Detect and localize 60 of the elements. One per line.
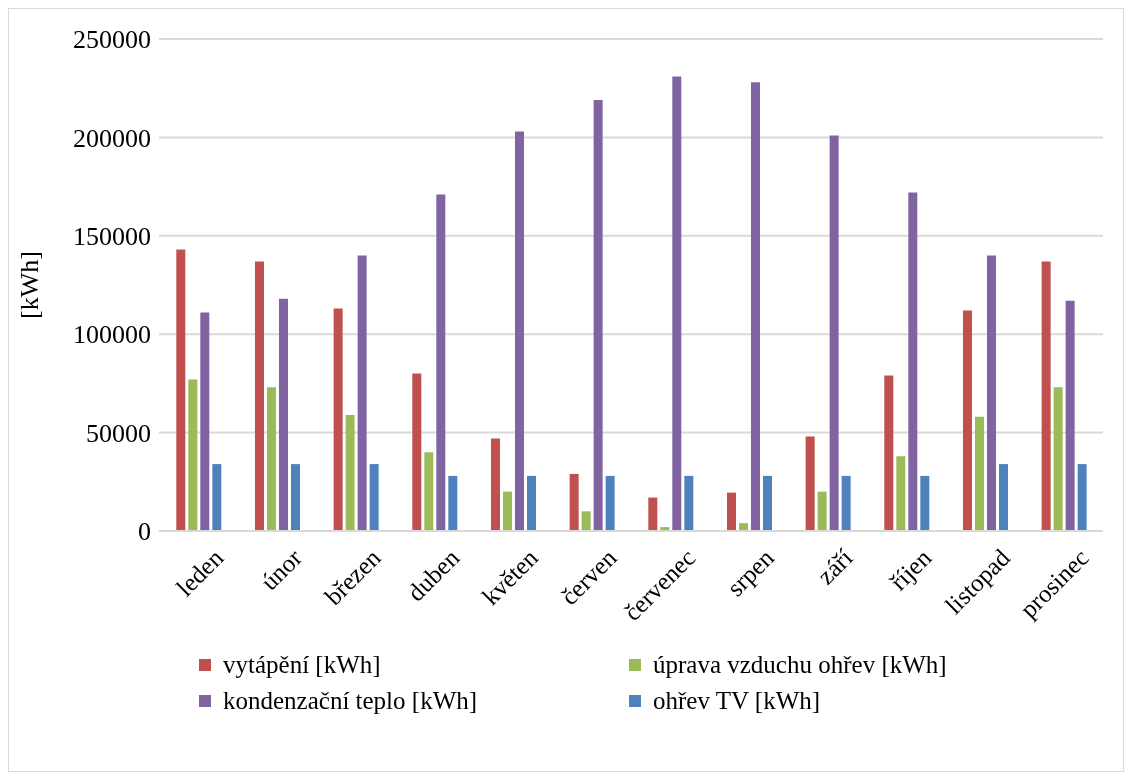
bar — [369, 464, 379, 531]
bar — [1053, 387, 1063, 531]
bar — [974, 416, 984, 531]
bar — [998, 464, 1008, 531]
y-tick-label: 200000 — [73, 123, 151, 153]
y-axis-title: [kWh] — [15, 251, 45, 319]
x-tick-label: září — [812, 543, 858, 590]
bar — [357, 255, 367, 531]
bar — [841, 475, 851, 531]
bar — [908, 192, 918, 531]
bar — [502, 491, 512, 531]
bar — [581, 511, 591, 531]
bar — [805, 436, 815, 531]
bar — [817, 491, 827, 531]
bar — [333, 308, 343, 531]
bar — [266, 387, 276, 531]
bar — [514, 131, 524, 531]
y-tick-label: 0 — [138, 517, 151, 547]
legend-label: kondenzační teplo [kWh] — [223, 687, 478, 715]
bar — [176, 249, 186, 531]
legend-label: ohřev TV [kWh] — [653, 687, 821, 715]
bar — [829, 135, 839, 531]
bar — [1077, 464, 1087, 531]
x-tick-label: únor — [255, 543, 308, 596]
bar — [436, 194, 446, 531]
bar — [920, 475, 930, 531]
bar — [1065, 300, 1075, 531]
bar — [1041, 261, 1051, 531]
bar — [412, 373, 422, 531]
y-tick-label: 50000 — [86, 418, 151, 448]
bar — [762, 475, 772, 531]
bar — [605, 475, 615, 531]
bar — [569, 473, 579, 531]
bar — [526, 475, 536, 531]
bar — [448, 475, 458, 531]
bar — [345, 414, 355, 531]
x-tick-label: říjen — [884, 543, 937, 596]
bar — [672, 76, 682, 531]
bar — [648, 497, 658, 531]
legend-label: vytápění [kWh] — [223, 651, 381, 679]
bar — [200, 312, 210, 531]
bar — [726, 492, 736, 531]
bar — [212, 464, 222, 531]
bar — [254, 261, 264, 531]
bar — [278, 298, 288, 531]
bar — [750, 82, 760, 531]
bar — [684, 475, 694, 531]
bar — [490, 438, 500, 531]
bar — [424, 452, 434, 531]
bar — [188, 379, 198, 531]
y-tick-label: 100000 — [73, 320, 151, 350]
bar — [884, 375, 894, 531]
bar — [962, 310, 972, 531]
y-tick-label: 150000 — [73, 222, 151, 252]
legend-label: úprava vzduchu ohřev [kWh] — [653, 651, 947, 679]
bar — [593, 100, 603, 531]
bar — [290, 464, 300, 531]
bar — [896, 456, 906, 531]
y-tick-label: 250000 — [73, 25, 151, 55]
bar — [986, 255, 996, 531]
